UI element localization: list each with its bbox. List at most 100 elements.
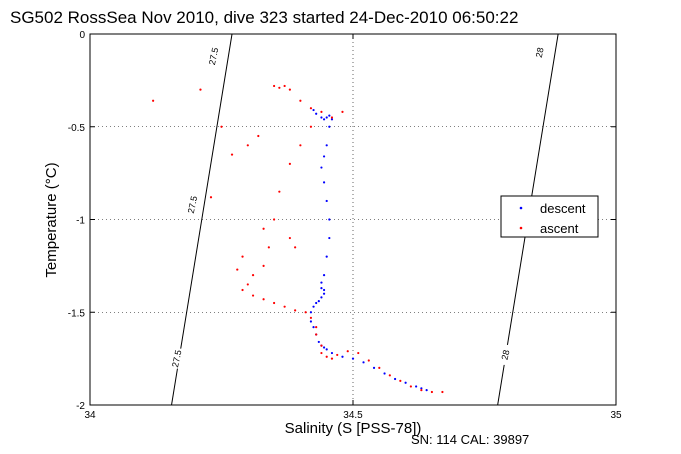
data-point-ascent <box>288 236 291 240</box>
data-point-descent <box>309 320 313 323</box>
series-ascent <box>152 84 444 394</box>
data-point-ascent <box>320 351 323 355</box>
y-tick-label: 0 <box>79 30 85 41</box>
data-point-ascent <box>299 99 302 102</box>
data-point-ascent <box>288 162 291 165</box>
data-point-descent <box>325 116 328 119</box>
data-point-ascent <box>299 144 302 147</box>
data-point-descent <box>393 377 397 381</box>
data-point-ascent <box>152 99 155 102</box>
data-point-ascent <box>273 218 276 221</box>
data-point-descent <box>315 301 318 305</box>
data-point-descent <box>322 292 326 295</box>
data-point-descent <box>322 118 326 121</box>
data-point-ascent <box>315 333 318 336</box>
footer-serial-cal: SN: 114 CAL: 39897 <box>411 432 529 447</box>
data-point-ascent <box>251 294 255 297</box>
density-contour-line <box>171 33 233 406</box>
contour-label: 28 <box>534 47 546 59</box>
data-point-ascent <box>304 311 307 314</box>
data-point-ascent <box>367 359 370 362</box>
data-point-ascent <box>320 110 323 114</box>
data-point-descent <box>322 274 326 277</box>
data-point-descent <box>322 288 326 292</box>
legend-entry-ascent: ascent <box>519 221 579 236</box>
data-point-ascent <box>330 116 334 119</box>
data-point-ascent <box>309 125 313 128</box>
y-tick-label: -1 <box>76 216 85 227</box>
data-point-ascent <box>246 144 249 147</box>
data-point-ascent <box>257 134 260 138</box>
data-point-ascent <box>341 110 344 114</box>
contour-label: 28 <box>500 349 512 361</box>
data-point-ascent <box>294 309 297 312</box>
contour-label: 27.5 <box>170 349 183 368</box>
data-point-descent <box>330 351 334 355</box>
data-point-ascent <box>262 227 265 230</box>
data-point-descent <box>325 144 328 147</box>
data-point-descent <box>320 116 323 119</box>
data-point-ascent <box>273 84 276 88</box>
y-tick-label: -1.5 <box>68 308 86 319</box>
y-tick-label: -0.5 <box>68 123 86 134</box>
data-point-ascent <box>267 246 270 249</box>
data-point-descent <box>325 348 328 351</box>
data-point-descent <box>383 372 386 375</box>
data-point-descent <box>317 300 320 303</box>
data-point-ascent <box>409 385 412 388</box>
data-point-ascent <box>346 350 349 353</box>
data-point-descent <box>415 385 418 388</box>
x-tick-label: 34.5 <box>343 410 363 421</box>
data-point-ascent <box>241 255 244 258</box>
contour-label-background <box>208 46 219 67</box>
x-tick-label: 35 <box>610 410 622 421</box>
x-axis-label: Salinity (S [PSS-78]) <box>285 420 422 437</box>
data-point-descent <box>312 325 315 329</box>
data-point-ascent <box>330 357 334 360</box>
chart-title: SG502 RossSea Nov 2010, dive 323 started… <box>10 8 518 27</box>
legend-box <box>500 195 599 238</box>
data-point-descent <box>341 355 344 358</box>
data-point-descent <box>328 114 331 117</box>
legend-label-descent: descent <box>540 201 586 216</box>
data-point-descent <box>320 281 323 284</box>
data-point-descent <box>328 236 331 240</box>
contour-label-background <box>534 42 545 63</box>
contour-label-background <box>171 348 182 369</box>
legend: descent ascent <box>500 195 599 238</box>
data-point-descent <box>320 296 323 299</box>
contour-label-background <box>187 194 198 215</box>
data-point-ascent <box>236 268 239 271</box>
data-point-ascent <box>399 379 402 382</box>
data-point-descent <box>312 305 315 308</box>
data-point-ascent <box>273 301 276 305</box>
data-point-descent <box>420 387 423 390</box>
data-point-descent <box>425 389 428 392</box>
data-point-ascent <box>320 344 323 347</box>
legend-label-ascent: ascent <box>540 221 579 236</box>
data-point-descent <box>309 311 313 314</box>
data-point-ascent <box>315 325 318 329</box>
data-point-ascent <box>283 305 286 308</box>
data-point-ascent <box>388 374 391 377</box>
data-point-ascent <box>199 88 202 91</box>
contour-label: 27.5 <box>186 195 199 214</box>
data-point-ascent <box>357 351 360 355</box>
data-point-descent <box>320 287 323 290</box>
data-point-ascent <box>420 389 423 392</box>
data-point-descent <box>404 381 407 384</box>
data-point-descent <box>322 155 326 158</box>
y-tick-label: -2 <box>76 401 85 412</box>
data-point-descent <box>325 199 328 203</box>
contour-label: 27.5 <box>207 47 220 66</box>
data-point-ascent <box>251 274 255 277</box>
legend-entry-descent: descent <box>519 201 586 216</box>
data-point-ascent <box>246 283 249 286</box>
data-point-ascent <box>325 355 328 358</box>
legend-marker-ascent <box>519 226 523 230</box>
data-point-ascent <box>278 86 281 89</box>
data-point-ascent <box>241 288 244 292</box>
data-point-ascent <box>430 390 433 394</box>
data-point-descent <box>362 361 365 364</box>
